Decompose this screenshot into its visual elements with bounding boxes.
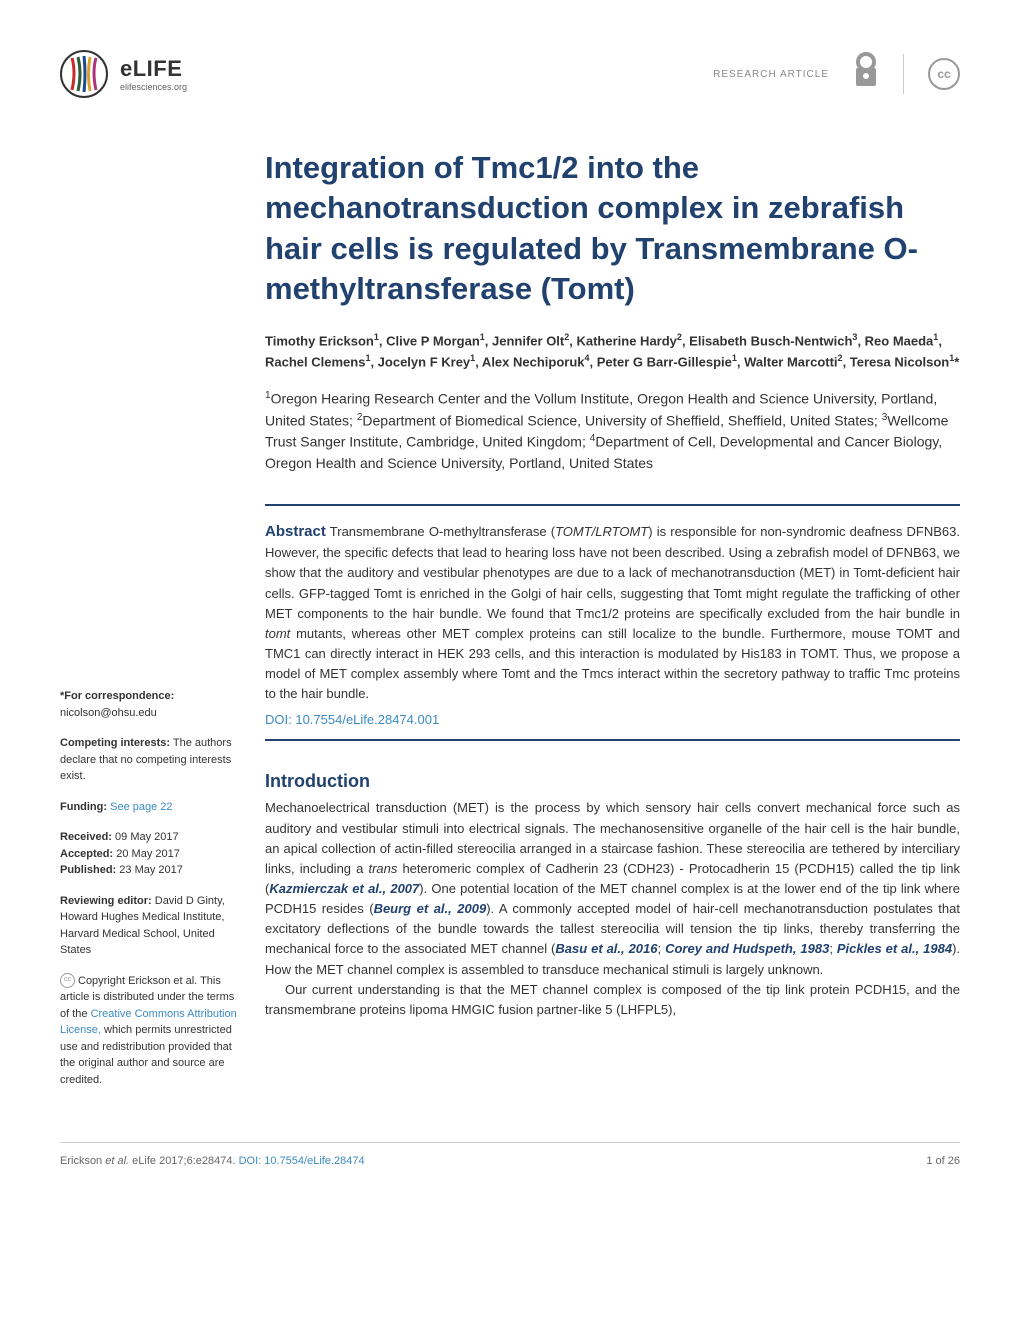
accepted-label: Accepted: (60, 848, 113, 860)
abstract-rule-top (265, 504, 960, 506)
page-footer: Erickson et al. eLife 2017;6:e28474. DOI… (60, 1142, 960, 1167)
journal-url[interactable]: elifesciences.org (120, 82, 187, 92)
journal-logo-block: eLIFE elifesciences.org (60, 50, 187, 98)
article-title: Integration of Tmc1/2 into the mechanotr… (265, 148, 960, 309)
article-metadata-sidebar: *For correspondence: nicolson@ohsu.edu C… (60, 148, 245, 1102)
abstract-rule-bottom (265, 739, 960, 741)
abstract-block: Abstract Transmembrane O-methyltransfera… (265, 520, 960, 704)
article-type-label: RESEARCH ARTICLE (713, 69, 829, 80)
introduction-heading: Introduction (265, 771, 960, 792)
footer-citation: Erickson et al. eLife 2017;6:e28474. (60, 1155, 239, 1167)
elife-logo-icon (60, 50, 108, 98)
received-date: 09 May 2017 (115, 831, 179, 843)
funding-link[interactable]: See page 22 (110, 801, 172, 813)
journal-name: eLIFE (120, 56, 187, 82)
correspondence-email[interactable]: nicolson@ohsu.edu (60, 707, 157, 719)
introduction-body: Mechanoelectrical transduction (MET) is … (265, 798, 960, 1020)
published-label: Published: (60, 864, 116, 876)
correspondence-label: *For correspondence: (60, 690, 174, 702)
funding-label: Funding: (60, 801, 107, 813)
affiliation-list: 1Oregon Hearing Research Center and the … (265, 388, 960, 474)
abstract-doi-link[interactable]: DOI: 10.7554/eLife.28474.001 (265, 712, 960, 727)
author-list: Timothy Erickson1, Clive P Morgan1, Jenn… (265, 331, 960, 372)
cc-small-icon: cc (60, 973, 75, 988)
page-number: 1 of 26 (926, 1155, 960, 1167)
page-header: eLIFE elifesciences.org RESEARCH ARTICLE… (60, 50, 960, 98)
footer-doi-link[interactable]: DOI: 10.7554/eLife.28474 (239, 1155, 365, 1167)
article-main: Integration of Tmc1/2 into the mechanotr… (265, 148, 960, 1102)
header-divider (903, 54, 904, 94)
open-access-icon (853, 52, 879, 96)
editor-label: Reviewing editor: (60, 895, 155, 907)
received-label: Received: (60, 831, 112, 843)
abstract-text: Transmembrane O-methyltransferase (TOMT/… (265, 524, 960, 701)
intro-paragraph-2: Our current understanding is that the ME… (265, 980, 960, 1020)
abstract-label: Abstract (265, 523, 326, 540)
published-date: 23 May 2017 (119, 864, 183, 876)
competing-label: Competing interests: (60, 737, 170, 749)
accepted-date: 20 May 2017 (116, 848, 180, 860)
cc-license-icon: cc (928, 58, 960, 90)
